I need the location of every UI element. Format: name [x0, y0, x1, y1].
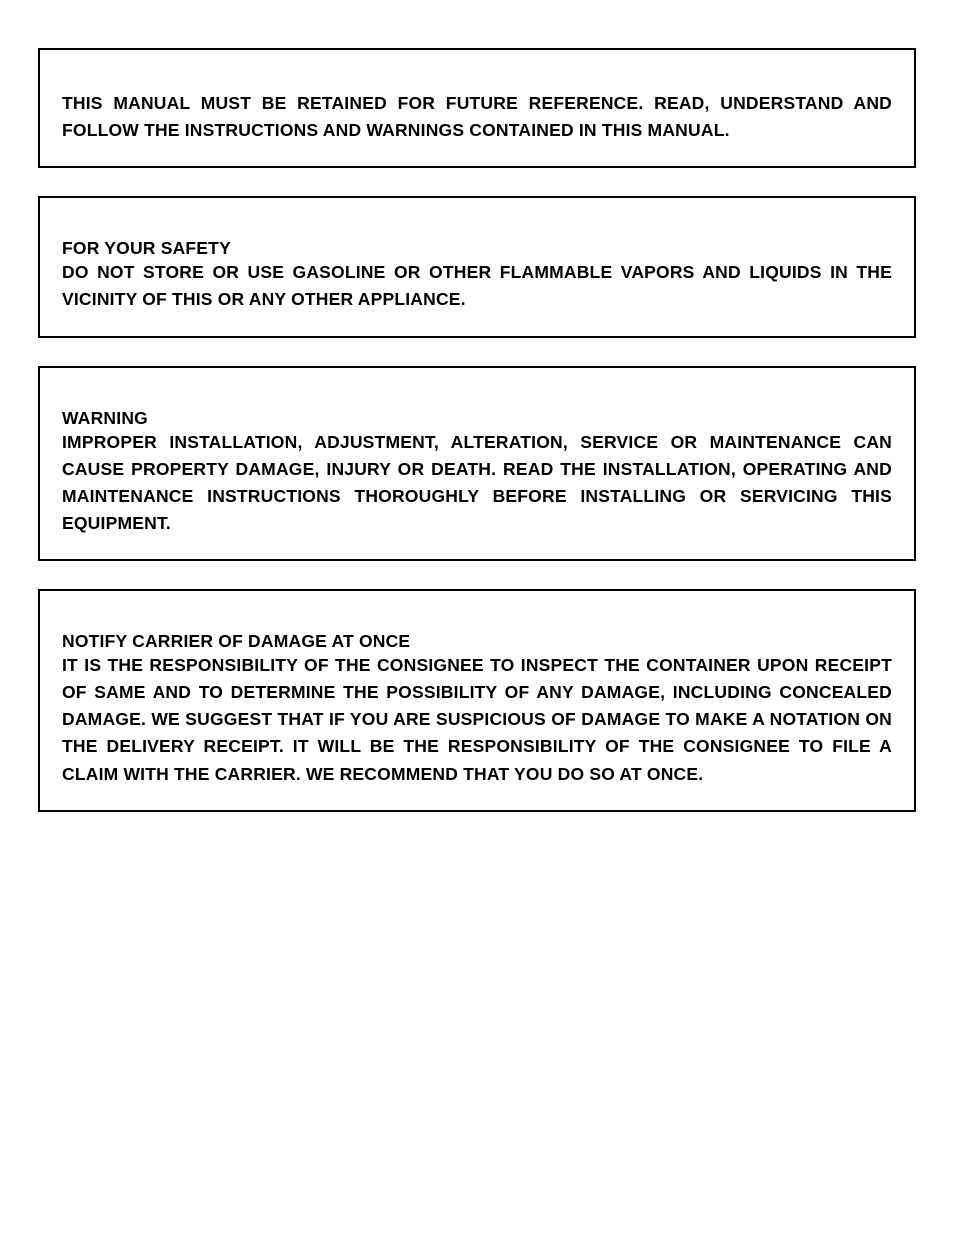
notice-heading: NOTIFY CARRIER OF DAMAGE AT ONCE — [62, 631, 892, 652]
notice-body: IMPROPER INSTALLATION, ADJUSTMENT, ALTER… — [62, 429, 892, 538]
notice-box-carrier-damage: NOTIFY CARRIER OF DAMAGE AT ONCE IT IS T… — [38, 589, 916, 812]
notice-body: IT IS THE RESPONSIBILITY OF THE CONSIGNE… — [62, 652, 892, 788]
notice-body: DO NOT STORE OR USE GASOLINE OR OTHER FL… — [62, 259, 892, 313]
notice-box-safety: FOR YOUR SAFETY DO NOT STORE OR USE GASO… — [38, 196, 916, 337]
notice-box-warning: WARNING IMPROPER INSTALLATION, ADJUSTMEN… — [38, 366, 916, 562]
notice-body: THIS MANUAL MUST BE RETAINED FOR FUTURE … — [62, 90, 892, 144]
notice-heading: FOR YOUR SAFETY — [62, 238, 892, 259]
notice-heading: WARNING — [62, 408, 892, 429]
notice-box-retain-manual: THIS MANUAL MUST BE RETAINED FOR FUTURE … — [38, 48, 916, 168]
